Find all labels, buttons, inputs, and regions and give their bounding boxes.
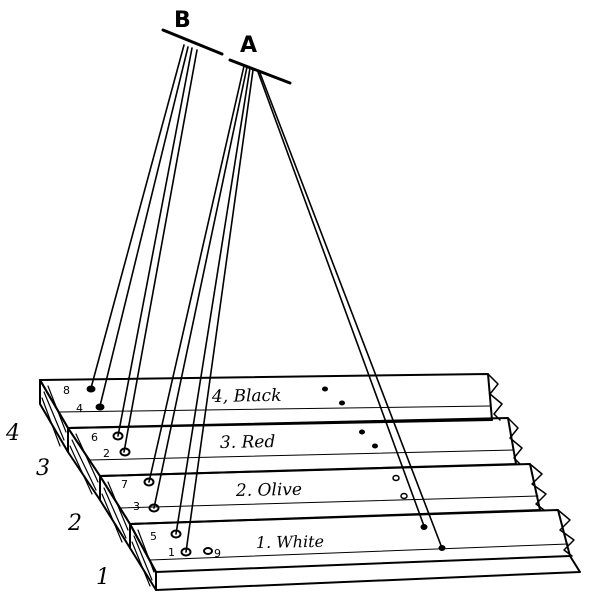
hole-red-right-1 — [359, 429, 365, 435]
hole-black-8 — [86, 385, 96, 393]
hole-white-9 — [203, 547, 213, 555]
thread-a-right-white — [259, 72, 443, 549]
board-label-black: 4, Black — [211, 386, 282, 407]
hole-black-4 — [95, 403, 105, 411]
side-number-2: 2 — [67, 511, 82, 536]
pivot-a: A — [228, 33, 292, 85]
board-white — [129, 509, 581, 591]
board-white-edge-line — [149, 543, 569, 561]
hole-white-right-1 — [420, 524, 428, 530]
board-white-bottom-edge — [155, 555, 581, 591]
board-label-red: 3. Red — [220, 432, 276, 453]
pivot-a-bar — [228, 58, 292, 85]
board-olive-top — [99, 463, 541, 525]
hole-number-red-6: 6 — [91, 431, 98, 444]
side-number-1: 1 — [96, 565, 110, 590]
side-board-numbers: 4 3 2 1 — [5, 421, 110, 590]
hole-white-1 — [180, 547, 192, 557]
board-label-olive: 2. Olive — [235, 480, 302, 501]
threads-from-a — [148, 65, 443, 553]
board-black-torn-edge — [487, 373, 503, 421]
pivot-b-bar — [161, 28, 224, 56]
board-olive-grain — [101, 481, 129, 543]
board-white-torn-edge — [557, 509, 575, 557]
hole-black-right-1 — [322, 386, 328, 392]
board-label-white: 1. White — [256, 532, 324, 552]
board-olive-torn-edge — [529, 463, 547, 511]
thread-a-3 — [153, 66, 248, 509]
hole-number-white-9: 9 — [214, 547, 221, 560]
board-labels: 4, Black 3. Red 2. Olive 1. White — [211, 386, 324, 552]
threads-from-b — [90, 44, 198, 453]
hole-red-2 — [119, 447, 131, 457]
board-red-edge-line — [89, 449, 515, 461]
hole-black-right-2 — [339, 400, 345, 406]
hole-olive-right-1 — [392, 474, 400, 482]
thread-b-8 — [90, 44, 185, 389]
holes — [86, 385, 446, 557]
thread-b-4 — [99, 46, 189, 407]
thread-a-right-olive — [257, 71, 425, 527]
board-red-torn-edge — [507, 417, 523, 465]
side-number-4: 4 — [5, 421, 20, 446]
thread-a-5 — [175, 67, 251, 535]
pivot-b: B — [161, 8, 224, 56]
side-number-3: 3 — [36, 456, 50, 481]
hole-number-labels: 8 4 6 2 7 3 5 1 9 — [63, 384, 221, 560]
hole-white-right-2 — [438, 545, 446, 551]
hole-white-5 — [170, 529, 182, 539]
thread-a-7 — [148, 65, 245, 483]
hole-number-olive-7: 7 — [121, 478, 128, 491]
hole-number-black-8: 8 — [63, 384, 70, 397]
board-black-edge-line — [59, 405, 491, 413]
board-black-grain — [41, 385, 67, 447]
hole-number-white-1: 1 — [168, 546, 175, 559]
hole-number-black-4: 4 — [76, 402, 83, 415]
board-white-grain — [131, 529, 155, 587]
board-white-top — [129, 509, 571, 573]
pivot-a-label: A — [240, 33, 257, 58]
hole-olive-7 — [143, 477, 155, 487]
thread-a-1 — [185, 69, 254, 553]
hole-olive-3 — [148, 503, 160, 513]
hole-red-6 — [112, 431, 124, 441]
board-red-grain — [69, 433, 99, 495]
pivot-b-label: B — [174, 8, 191, 33]
hole-red-right-2 — [372, 443, 378, 449]
board-olive-edge-line — [119, 495, 539, 509]
hole-number-white-5: 5 — [150, 530, 157, 543]
hole-olive-right-2 — [400, 492, 408, 500]
hole-number-red-2: 2 — [103, 447, 110, 460]
thread-b-2 — [123, 49, 198, 453]
hole-number-olive-3: 3 — [133, 500, 140, 513]
thread-b-6 — [117, 47, 193, 437]
board-red-top — [67, 417, 517, 477]
